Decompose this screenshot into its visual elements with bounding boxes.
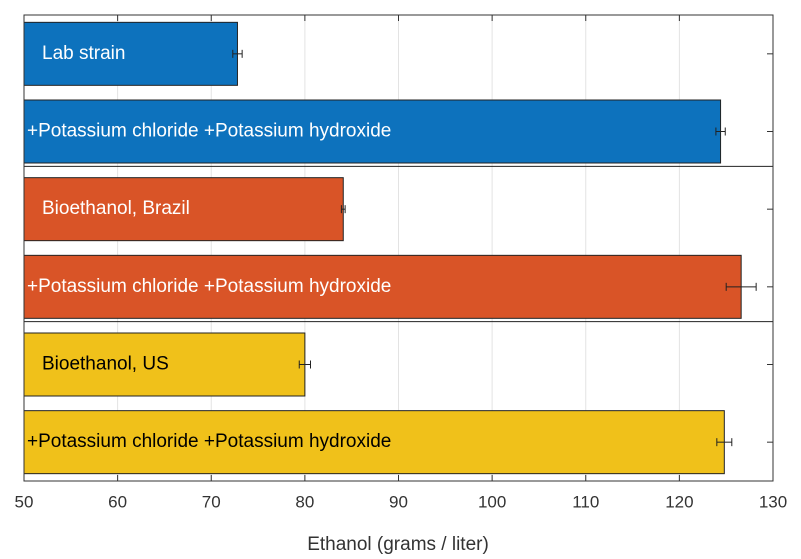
x-tick-label: 60 (108, 492, 127, 511)
bar (23, 410, 725, 475)
bar-label: Lab strain (42, 43, 125, 64)
x-tick-label: 70 (202, 492, 221, 511)
x-tick-label: 90 (389, 492, 408, 511)
bar-label: +Potassium chloride +Potassium hydroxide (27, 121, 391, 142)
x-tick-label: 80 (295, 492, 314, 511)
plot-frame (23, 14, 774, 482)
x-axis-label: Ethanol (grams / liter) (307, 534, 489, 555)
x-tick-label: 130 (759, 492, 787, 511)
bar-label: Bioethanol, US (42, 354, 169, 375)
bar-label: +Potassium chloride +Potassium hydroxide (27, 431, 391, 452)
bar-label: +Potassium chloride +Potassium hydroxide (27, 276, 391, 297)
bar-label: Bioethanol, Brazil (42, 198, 190, 219)
x-tick-label: 110 (572, 492, 599, 511)
bar (23, 332, 306, 397)
x-tick-label: 120 (665, 492, 693, 511)
x-tick-label: 50 (15, 492, 34, 511)
x-tick-label: 100 (478, 492, 506, 511)
